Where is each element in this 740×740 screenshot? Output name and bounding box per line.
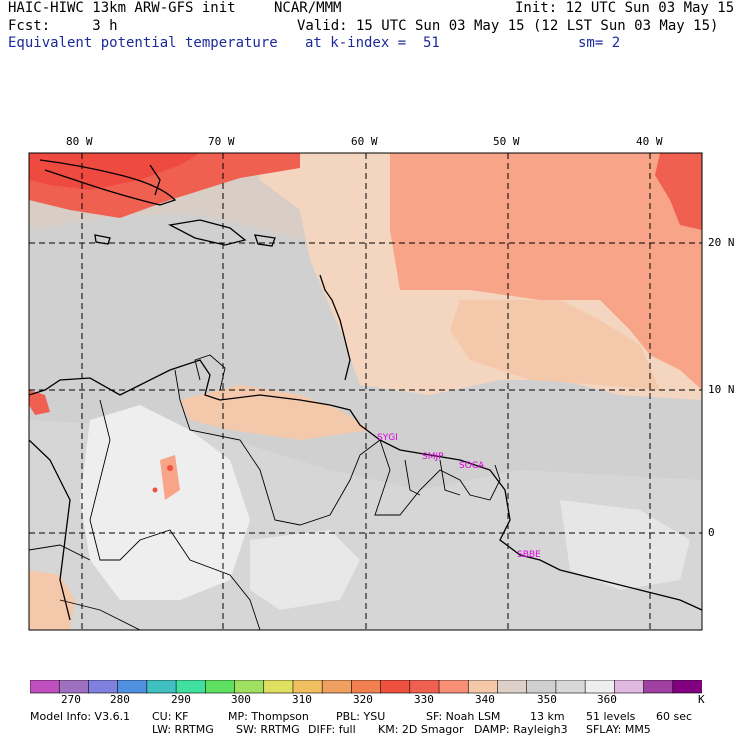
colorbar-label-350: 350 (537, 693, 557, 706)
lon-label-40w: 40 W (636, 135, 663, 148)
colorbar-label-280: 280 (110, 693, 130, 706)
station-smjp: SMJP (422, 452, 444, 462)
colorbar-swatch (30, 680, 61, 694)
colorbar-swatch (409, 680, 440, 694)
colorbar-label-300: 300 (231, 693, 251, 706)
colorbar-swatch (292, 680, 323, 694)
footer-damp: DAMP: Rayleigh3 (474, 723, 568, 736)
colorbar-swatch (58, 680, 90, 694)
footer-sflay: SFLAY: MM5 (586, 723, 651, 736)
model-title: HAIC-HIWC 13km ARW-GFS init (8, 0, 236, 16)
colorbar-swatch (380, 680, 411, 694)
colorbar-swatch (643, 680, 674, 694)
colorbar-swatch (146, 680, 177, 694)
footer-model-info: Model Info: V3.6.1 (30, 710, 131, 723)
country-borders (29, 354, 501, 630)
colorbar-swatch (555, 680, 586, 694)
colorbar-label-320: 320 (353, 693, 373, 706)
footer-sw: SW: RRTMG (236, 723, 300, 736)
colorbar-unit: K (698, 693, 705, 706)
colorbar-label-340: 340 (475, 693, 495, 706)
footer-levels: 51 levels (586, 710, 636, 723)
colorbar-swatch (117, 680, 148, 694)
footer-timestep: 60 sec (656, 710, 693, 723)
colorbar-swatch (321, 680, 353, 694)
colorbar-label-330: 330 (414, 693, 434, 706)
station-soca: SOCA (459, 461, 485, 471)
level-label: at k-index = 51 (305, 35, 440, 51)
colorbar-swatch (438, 680, 470, 694)
smoothing-label: sm= 2 (578, 35, 621, 51)
colorbar-label-360: 360 (597, 693, 617, 706)
station-sygi: SYGI (377, 433, 398, 443)
coastlines (29, 159, 702, 621)
lon-label-60w: 60 W (351, 135, 378, 148)
footer-mp: MP: Thompson (228, 710, 309, 723)
colorbar-label-290: 290 (171, 693, 191, 706)
colorbar-swatch (614, 680, 645, 694)
footer-diff: DIFF: full (308, 723, 356, 736)
forecast-hour: Fcst: 3 h (8, 18, 118, 34)
footer-sf: SF: Noah LSM (426, 710, 501, 723)
colorbar-swatch (526, 680, 557, 694)
colorbar-swatch (205, 680, 236, 694)
lat-label-0: 0 (708, 526, 715, 539)
colorbar-label-270: 270 (61, 693, 81, 706)
lon-label-70w: 70 W (208, 135, 235, 148)
colorbar-swatch (584, 680, 616, 694)
init-time: Init: 12 UTC Sun 03 May 15 (515, 0, 735, 16)
graticule (29, 153, 702, 630)
colorbar-swatch (467, 680, 499, 694)
lat-label-20n: 20 N (708, 236, 735, 249)
map-frame (28, 152, 703, 631)
colorbar-label-310: 310 (292, 693, 312, 706)
colorbar-swatch (351, 680, 382, 694)
footer-lw: LW: RRTMG (152, 723, 214, 736)
colorbar (30, 680, 702, 694)
lat-label-10n: 10 N (708, 383, 735, 396)
colorbar-swatch (175, 680, 207, 694)
organization-label: NCAR/MMM (274, 0, 342, 16)
footer-cu: CU: KF (152, 710, 189, 723)
lon-label-50w: 50 W (493, 135, 520, 148)
station-sbbe: SBBE (517, 550, 541, 560)
field-name: Equivalent potential temperature (8, 35, 278, 51)
colorbar-swatch (672, 680, 702, 694)
footer-resolution: 13 km (530, 710, 565, 723)
colorbar-swatch (263, 680, 294, 694)
footer-km: KM: 2D Smagor (378, 723, 464, 736)
colorbar-swatch (234, 680, 265, 694)
lon-label-80w: 80 W (66, 135, 93, 148)
colorbar-swatch (497, 680, 528, 694)
footer-pbl: PBL: YSU (336, 710, 386, 723)
valid-time: Valid: 15 UTC Sun 03 May 15 (12 LST Sun … (297, 18, 719, 34)
colorbar-swatch (88, 680, 119, 694)
